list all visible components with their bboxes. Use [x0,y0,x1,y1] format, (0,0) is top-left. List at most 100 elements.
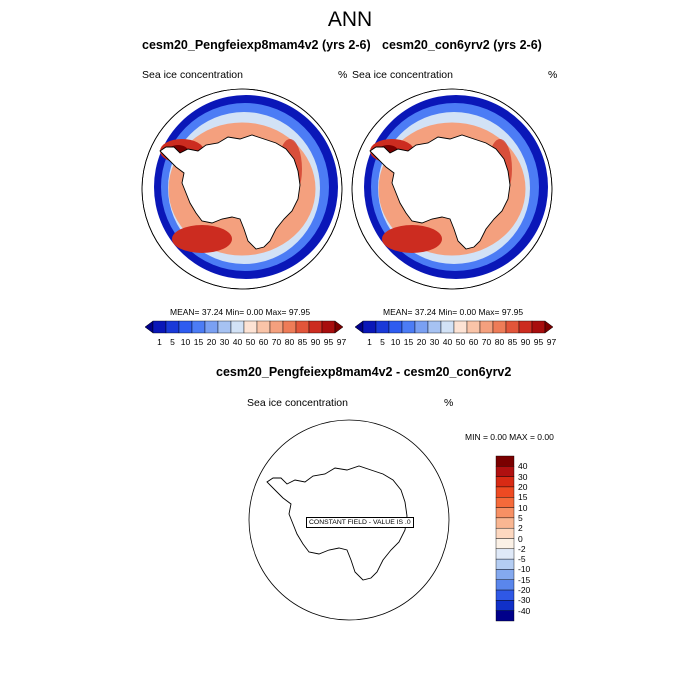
colorbar-tick-label: 20 [206,337,217,347]
colorbar-box [256,320,271,334]
colorbar-box [495,476,515,488]
panel-right-colorbar-labels: 1 5 10 15 20 30 40 50 60 70 80 85 90 95 97 [355,337,557,349]
colorbar-tick-label: 30 [518,471,528,482]
colorbar-tick-label: 97 [546,337,557,347]
colorbar-box [531,320,546,334]
colorbar-tick-label: 20 [518,481,528,492]
colorbar-tick-label: -40 [518,605,531,616]
colorbar-box [518,320,533,334]
colorbar-tick-label: 85 [297,337,308,347]
colorbar-tick-label: 5 [380,337,385,347]
colorbar-tick-label: 30 [429,337,440,347]
colorbar-tick-label: 70 [271,337,282,347]
colorbar-tick-label: 15 [403,337,414,347]
colorbar-tick-label: 50 [455,337,466,347]
panel-left-map [141,88,343,290]
panel-left-title: cesm20_Pengfeiexp8mam4v2 (yrs 2-6) [142,38,371,52]
antarctica-outline [369,134,511,250]
colorbar-tick-label: 0 [518,533,523,544]
panel-diff-title: cesm20_Pengfeiexp8mam4v2 - cesm20_con6yr… [216,365,512,379]
panel-right-map [351,88,553,290]
colorbar-tick-label: -5 [518,554,526,565]
colorbar-box [505,320,520,334]
colorbar-box [495,579,515,591]
panel-right-stats: MEAN= 37.24 Min= 0.00 Max= 97.95 [383,307,524,317]
colorbar-box [495,538,515,550]
colorbar-end-left [144,320,154,334]
colorbar-tick-label: 70 [481,337,492,347]
colorbar-box [165,320,180,334]
colorbar-tick-label: 97 [336,337,347,347]
colorbar-tick-label: -10 [518,564,531,575]
panel-left-colorbar [144,320,344,334]
colorbar-box [495,507,515,519]
colorbar-tick-label: 50 [245,337,256,347]
colorbar-tick-label: -15 [518,574,531,585]
panel-right-colorbar [354,320,554,334]
colorbar-box [466,320,481,334]
colorbar-box [495,455,515,467]
colorbar-tick-label: 60 [468,337,479,347]
colorbar-tick-label: 80 [284,337,295,347]
panel-diff-colorbar-labels: 40 30 20 15 10 5 2 0 -2 -5 -10 -15 -20 -30 -40 [518,456,558,621]
colorbar-box [495,558,515,570]
colorbar-box [495,610,515,622]
colorbar-box [440,320,455,334]
colorbar-box [191,320,206,334]
colorbar-tick-label: 40 [518,461,528,472]
colorbar-end-right [544,320,554,334]
colorbar-box [401,320,416,334]
colorbar-box [295,320,310,334]
panel-left-stats: MEAN= 37.24 Min= 0.00 Max= 97.95 [170,307,311,317]
colorbar-tick-label: 40 [232,337,243,347]
colorbar-box [453,320,468,334]
colorbar-box [495,589,515,601]
colorbar-box [479,320,494,334]
ice-hotspot-ross [382,225,442,253]
colorbar-tick-label: 1 [367,337,372,347]
colorbar-tick-label: 95 [533,337,544,347]
panel-diff-colorbar [495,455,515,622]
colorbar-end-left [354,320,364,334]
panel-diff-unit: % [444,397,454,409]
colorbar-tick-label: -20 [518,585,531,596]
colorbar-tick-label: 95 [323,337,334,347]
colorbar-tick-label: 60 [258,337,269,347]
colorbar-tick-label: 2 [518,523,523,534]
colorbar-box [269,320,284,334]
ice-hotspot-ross [172,225,232,253]
colorbar-tick-label: 10 [180,337,191,347]
colorbar-box [243,320,258,334]
colorbar-box [495,548,515,560]
colorbar-tick-label: 10 [390,337,401,347]
figure-title: ANN [327,8,373,31]
colorbar-box [282,320,297,334]
antarctica-outline [159,134,301,250]
colorbar-tick-label: 80 [494,337,505,347]
colorbar-tick-label: 5 [170,337,175,347]
colorbar-box [427,320,442,334]
colorbar-box [495,486,515,498]
colorbar-tick-label: -2 [518,543,526,554]
panel-right-field-label: Sea ice concentration [352,69,453,81]
panel-left-colorbar-labels: 1 5 10 15 20 30 40 50 60 70 80 85 90 95 97 [145,337,347,349]
colorbar-box [492,320,507,334]
colorbar-box [178,320,193,334]
colorbar-end-right [334,320,344,334]
colorbar-box [152,320,167,334]
colorbar-tick-label: 5 [518,512,523,523]
colorbar-tick-label: 15 [518,492,528,503]
colorbar-tick-label: 90 [520,337,531,347]
colorbar-tick-label: -30 [518,595,531,606]
colorbar-box [375,320,390,334]
colorbar-box [495,497,515,508]
colorbar-tick-label: 1 [157,337,162,347]
colorbar-box [495,600,515,611]
colorbar-tick-label: 40 [442,337,453,347]
colorbar-box [217,320,232,334]
colorbar-tick-label: 10 [518,502,528,513]
panel-diff-field-label: Sea ice concentration [247,397,348,409]
colorbar-box [321,320,336,334]
colorbar-box [414,320,429,334]
colorbar-tick-label: 90 [310,337,321,347]
